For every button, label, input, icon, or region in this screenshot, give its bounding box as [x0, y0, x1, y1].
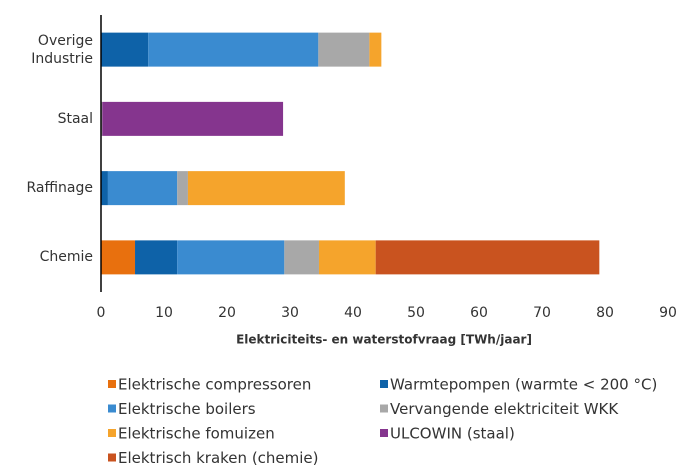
- legend-label: Elektrische compressoren: [118, 376, 311, 394]
- x-tick-label: 30: [281, 305, 299, 321]
- x-tick-label: 10: [155, 305, 173, 321]
- bar-segment: [135, 240, 178, 275]
- bar-segment: [102, 101, 284, 136]
- bar-segment: [187, 171, 345, 206]
- bar-segment: [318, 32, 370, 67]
- legend-swatch: [380, 429, 388, 437]
- bar-segment: [369, 32, 382, 67]
- x-tick-label: 90: [659, 305, 677, 321]
- x-tick-label: 20: [218, 305, 236, 321]
- legend-label: Warmtepompen (warmte < 200 °C): [390, 376, 657, 394]
- x-tick-label: 80: [596, 305, 614, 321]
- x-tick-label: 70: [533, 305, 551, 321]
- bar-segment: [148, 32, 319, 67]
- x-tick-label: 0: [97, 305, 106, 321]
- x-axis-label: Elektriciteits- en waterstofvraag [TWh/j…: [236, 333, 532, 347]
- legend-swatch: [108, 380, 116, 388]
- legend-swatch: [108, 404, 116, 413]
- bar-segment: [284, 240, 319, 275]
- bar-segment: [107, 171, 178, 206]
- bar-segment: [318, 240, 376, 275]
- legend-label: Vervangende elektriciteit WKK: [390, 400, 619, 418]
- legend-label: Elektrische boilers: [118, 400, 256, 418]
- bar-segment: [177, 171, 188, 206]
- category-label: Raffinage: [26, 180, 94, 197]
- legend-swatch: [380, 380, 388, 388]
- bar-segment: [101, 171, 108, 206]
- bar-segment: [101, 240, 136, 275]
- category-label: Overige Industrie: [31, 32, 93, 67]
- bar-segment: [375, 240, 600, 275]
- legend-label: Elektrische fomuizen: [118, 425, 275, 443]
- legend-swatch: [108, 453, 116, 462]
- category-label: Staal: [57, 110, 93, 127]
- bar-segment: [177, 240, 285, 275]
- category-label: Chemie: [39, 249, 93, 266]
- legend-label: ULCOWIN (staal): [390, 425, 515, 443]
- bar-segment: [101, 32, 149, 67]
- legend-swatch: [380, 404, 388, 413]
- legend-label: Elektrisch kraken (chemie): [118, 449, 319, 467]
- x-tick-label: 50: [407, 305, 425, 321]
- x-tick-label: 40: [344, 305, 362, 321]
- x-tick-label: 60: [470, 305, 488, 321]
- legend-swatch: [108, 429, 116, 437]
